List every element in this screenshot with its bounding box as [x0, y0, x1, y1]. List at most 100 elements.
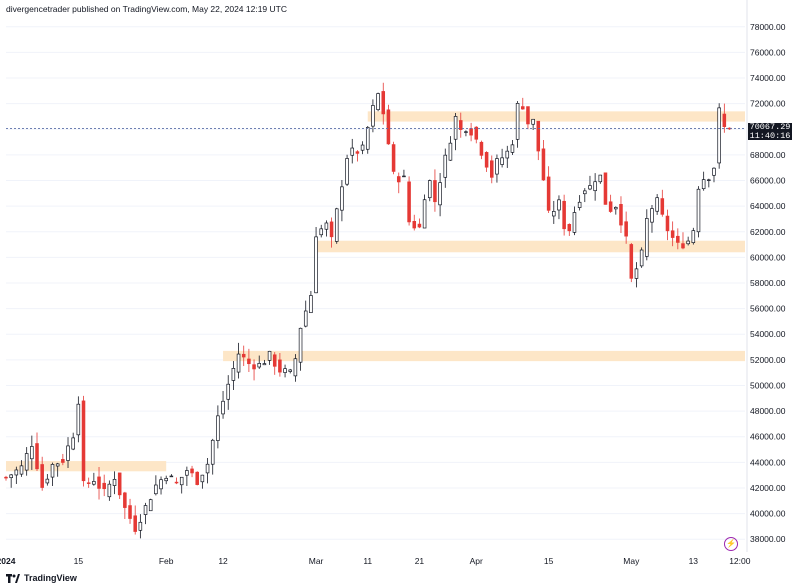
candle-body [407, 181, 411, 223]
candle-body [298, 327, 303, 363]
candle-body [92, 481, 96, 485]
candle-body [30, 446, 34, 460]
candle-body [453, 116, 458, 140]
candle-body [195, 471, 199, 485]
candle-body [696, 188, 701, 233]
candle-body [608, 201, 613, 212]
candle-body [76, 403, 81, 436]
y-tick-label: 46000.00 [750, 432, 786, 442]
candle-body [210, 439, 215, 465]
tradingview-icon [6, 573, 20, 583]
candle-body [278, 359, 282, 373]
candle-body [634, 268, 639, 279]
candle-body [521, 106, 525, 110]
current-price-tag: 70067.29 11:40:16 [748, 123, 792, 141]
candle-body [138, 521, 143, 531]
y-tick-label: 44000.00 [750, 457, 786, 467]
y-tick-label: 62000.00 [750, 227, 786, 237]
candle-body [81, 400, 86, 482]
candle-body [102, 482, 106, 490]
x-tick-label: May [623, 556, 640, 566]
y-tick-label: 72000.00 [750, 99, 786, 109]
bolt-icon[interactable]: ⚡ [724, 537, 738, 551]
y-tick-label: 58000.00 [750, 278, 786, 288]
candle-body [541, 148, 546, 181]
candle-body [314, 236, 318, 294]
candle-body [355, 151, 360, 154]
candle-body [593, 181, 597, 192]
candle-body [422, 199, 427, 229]
candle-body [427, 180, 432, 199]
tradingview-logo[interactable]: TradingView [6, 573, 77, 583]
candle-body [216, 415, 220, 441]
candle-body [433, 180, 437, 203]
candle-body [190, 468, 194, 474]
candle-body [55, 463, 60, 467]
candle-body [319, 228, 324, 236]
candle-body [681, 243, 685, 249]
candle-body [396, 176, 401, 183]
candle-body [283, 368, 287, 373]
candle-body [438, 182, 442, 206]
candle-body [458, 120, 463, 130]
candle-body [624, 221, 628, 237]
candle-body [365, 127, 370, 150]
x-tick-label: 12:00 [729, 556, 751, 566]
candle-body [112, 478, 117, 486]
candle-body [386, 109, 391, 145]
candle-body [179, 476, 184, 486]
candle-body [510, 144, 515, 153]
candle-body [185, 470, 189, 476]
support-resistance-zone [367, 111, 745, 122]
x-tick-label: 12 [218, 556, 228, 566]
candle-body [334, 208, 339, 242]
candle-body [236, 353, 241, 373]
y-tick-label: 76000.00 [750, 47, 786, 57]
candle-body [293, 358, 298, 377]
candle-body [143, 505, 148, 515]
candle-body [707, 179, 711, 181]
candle-body [154, 484, 158, 495]
candle-body [619, 204, 623, 226]
candle-body [650, 208, 654, 223]
candle-body [371, 105, 375, 127]
candle-layer [4, 82, 732, 539]
candle-body [536, 120, 541, 152]
candle-body [159, 479, 163, 490]
candle-body [546, 176, 551, 211]
y-tick-label: 54000.00 [750, 329, 786, 339]
support-resistance-zone [316, 240, 745, 253]
candle-body [303, 310, 308, 327]
candle-body [252, 364, 256, 370]
candle-body [598, 174, 603, 183]
y-tick-label: 60000.00 [750, 252, 786, 262]
candle-body [722, 113, 727, 127]
candle-body [45, 478, 50, 484]
candle-body [19, 465, 24, 475]
candle-body [241, 353, 246, 358]
x-tick-label: 15 [74, 556, 84, 566]
candle-body [148, 499, 153, 512]
candle-body [350, 147, 355, 156]
candle-body [50, 464, 55, 478]
candle-body [309, 295, 313, 314]
candle-body [417, 223, 422, 228]
y-axis: 78000.0076000.0074000.0072000.0070000.00… [750, 22, 786, 544]
candle-body [562, 200, 566, 230]
candle-body [577, 201, 582, 208]
candle-body [123, 492, 127, 508]
y-tick-label: 48000.00 [750, 406, 786, 416]
candle-body [174, 481, 179, 484]
candle-body [376, 93, 380, 111]
candle-body [340, 186, 344, 211]
candle-body [484, 152, 489, 168]
candle-body [567, 224, 572, 232]
candle-body [614, 207, 618, 210]
candle-body [490, 160, 494, 178]
candle-body [603, 172, 608, 205]
y-tick-label: 64000.00 [750, 201, 786, 211]
candle-body [257, 363, 261, 368]
candle-body [588, 185, 592, 190]
brand-label: TradingView [24, 573, 77, 583]
